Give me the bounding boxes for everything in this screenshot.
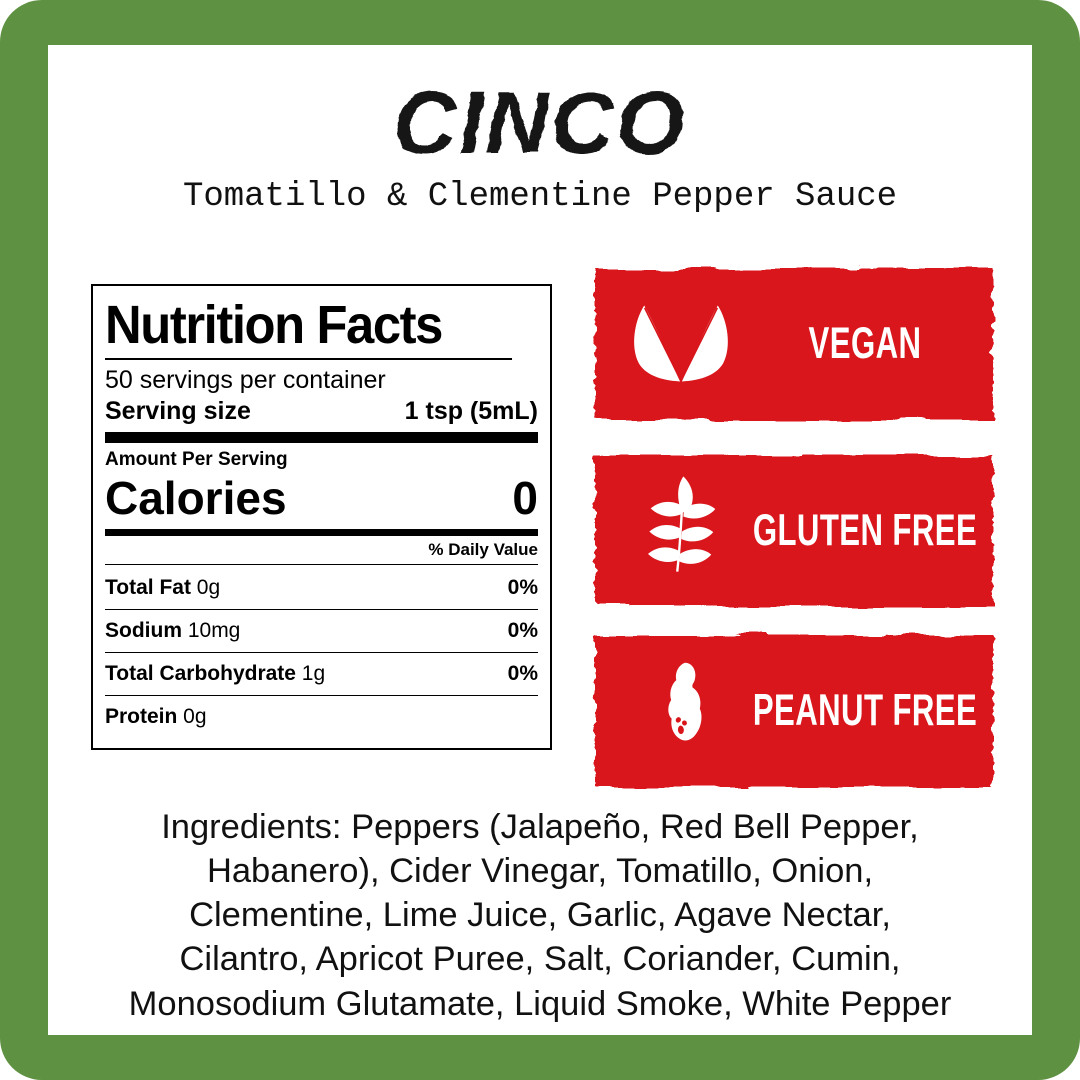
svg-text:CINCO: CINCO xyxy=(393,73,687,172)
